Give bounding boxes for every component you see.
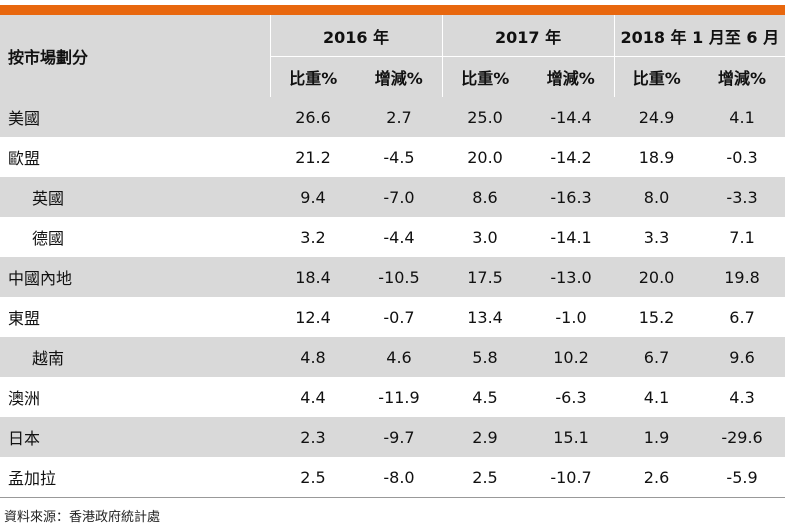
change-2016: -9.7 [356, 417, 443, 457]
year-2017-header: 2017 年 [441, 15, 615, 57]
change-2016: -4.4 [383, 227, 415, 247]
change-2016: -8.0 [383, 467, 415, 487]
share-header: 比重% [613, 56, 700, 97]
change-2017: -16.3 [528, 177, 615, 217]
table-row: 歐盟 21.2 -4.5 20.0 -14.2 18.9 -0.3 [0, 137, 785, 177]
table-row: 英國 9.4 -7.0 8.6 -16.3 8.0 -3.3 [0, 177, 786, 217]
share-2016: 18.4 [270, 257, 356, 297]
change-2017: -14.1 [550, 227, 592, 247]
change-2018: 19.8 [699, 257, 786, 297]
table-bottom-rule [0, 497, 785, 498]
source-note: 資料來源：香港政府統計處 [4, 510, 161, 525]
market-name: 澳洲 [8, 389, 41, 408]
change-2016: 4.6 [356, 337, 443, 377]
market-name: 德國 [32, 229, 65, 248]
market-name: 孟加拉 [8, 469, 57, 488]
table-row: 日本 2.3 -9.7 2.9 15.1 1.9 -29.6 [0, 417, 786, 457]
share-2016: 2.5 [300, 467, 326, 487]
change-2017: -14.2 [550, 147, 592, 167]
share-2016: 12.4 [295, 307, 331, 327]
change-2017: -14.4 [528, 97, 615, 137]
share-2017: 3.0 [472, 227, 498, 247]
change-2017: 10.2 [528, 337, 615, 377]
share-2017: 17.5 [442, 257, 529, 297]
change-2017: -1.0 [555, 307, 587, 327]
share-2018: 4.1 [643, 387, 670, 407]
market-name: 歐盟 [8, 149, 41, 168]
change-2016: -7.0 [356, 177, 443, 217]
market-share-table: 按市場劃分 2016 年 2017 年 2018 年 1 月至 6 月 比重% … [0, 15, 786, 497]
share-2017: 8.6 [442, 177, 529, 217]
change-2018: 4.3 [729, 387, 755, 407]
share-2018: 8.0 [614, 177, 700, 217]
share-2016: 9.4 [270, 177, 356, 217]
accent-bar [0, 5, 785, 15]
share-2016: 4.8 [270, 337, 356, 377]
change-2017: 15.1 [528, 417, 615, 457]
share-2018: 15.2 [638, 307, 675, 327]
share-2018: 6.7 [614, 337, 700, 377]
change-2018: -29.6 [699, 417, 786, 457]
year-2016-header: 2016 年 [269, 15, 443, 57]
share-2016: 3.2 [300, 227, 326, 247]
market-name: 東盟 [8, 309, 41, 328]
change-2017: -10.7 [550, 467, 592, 487]
table-row: 越南 4.8 4.6 5.8 10.2 6.7 9.6 [0, 337, 786, 377]
table-row: 澳洲 4.4 -11.9 4.5 -6.3 4.1 4.3 [0, 377, 785, 417]
share-2018: 2.6 [643, 467, 670, 487]
share-header: 比重% [441, 56, 529, 97]
change-2018: -5.9 [726, 467, 758, 487]
market-name: 日本 [0, 417, 270, 457]
change-2018: 4.1 [699, 97, 786, 137]
market-name: 越南 [0, 337, 270, 377]
change-header: 增減% [699, 56, 786, 97]
change-header: 增減% [356, 56, 443, 97]
share-2016: 26.6 [270, 97, 356, 137]
year-2018-h1-header: 2018 年 1 月至 6 月 [613, 15, 786, 57]
change-2018: 6.7 [729, 307, 755, 327]
market-column-header: 按市場劃分 [0, 15, 270, 97]
table-row: 美國 26.6 2.7 25.0 -14.4 24.9 4.1 [0, 97, 786, 137]
change-2017: -6.3 [555, 387, 587, 407]
change-header: 增減% [528, 56, 615, 97]
share-2018: 18.9 [638, 147, 675, 167]
change-2018: 9.6 [699, 337, 786, 377]
change-2016: -10.5 [356, 257, 443, 297]
table-row: 中國內地 18.4 -10.5 17.5 -13.0 20.0 19.8 [0, 257, 786, 297]
share-2017: 13.4 [467, 307, 503, 327]
change-2017: -13.0 [528, 257, 615, 297]
market-name: 美國 [0, 97, 270, 137]
table-row: 德國 3.2 -4.4 3.0 -14.1 3.3 7.1 [0, 217, 785, 257]
share-2017: 25.0 [442, 97, 529, 137]
share-2017: 5.8 [442, 337, 529, 377]
share-2016: 4.4 [300, 387, 326, 407]
market-name: 英國 [0, 177, 270, 217]
change-2016: -0.7 [383, 307, 415, 327]
share-2016: 2.3 [270, 417, 356, 457]
change-2016: -4.5 [383, 147, 415, 167]
share-2018: 1.9 [614, 417, 700, 457]
table-row: 孟加拉 2.5 -8.0 2.5 -10.7 2.6 -5.9 [0, 457, 785, 497]
change-2018: -3.3 [699, 177, 786, 217]
share-2017: 2.5 [472, 467, 498, 487]
share-2017: 20.0 [467, 147, 503, 167]
change-2016: -11.9 [378, 387, 420, 407]
share-2018: 20.0 [614, 257, 700, 297]
share-2016: 21.2 [295, 147, 331, 167]
market-name: 中國內地 [0, 257, 270, 297]
change-2018: 7.1 [729, 227, 755, 247]
change-2016: 2.7 [356, 97, 443, 137]
share-2018: 24.9 [614, 97, 700, 137]
share-header: 比重% [269, 56, 356, 97]
share-2017: 4.5 [472, 387, 498, 407]
share-2018: 3.3 [643, 227, 670, 247]
share-2017: 2.9 [442, 417, 529, 457]
table-row: 東盟 12.4 -0.7 13.4 -1.0 15.2 6.7 [0, 297, 785, 337]
change-2018: -0.3 [726, 147, 758, 167]
